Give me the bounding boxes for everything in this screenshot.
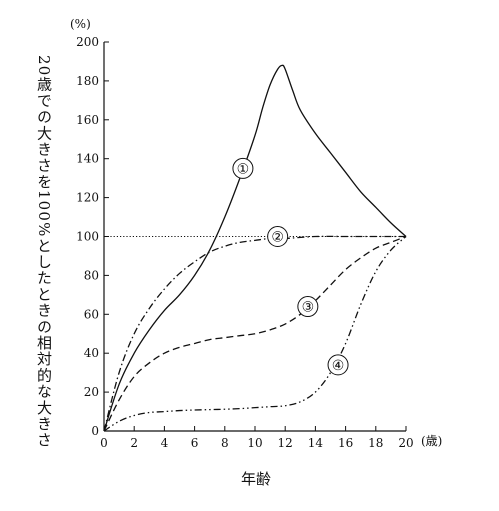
y-tick-label: 60 — [84, 307, 99, 321]
series-marker-circle-4 — [327, 354, 349, 376]
x-tick-label: 12 — [278, 436, 293, 450]
x-unit-label: (歳) — [421, 434, 442, 448]
x-tick-label: 14 — [308, 436, 324, 450]
series-marker-label-4: ④ — [332, 358, 345, 374]
x-tick-label: 6 — [191, 436, 199, 450]
y-tick-label: 160 — [76, 113, 99, 127]
y-tick-label: 0 — [91, 424, 99, 438]
x-tick-label: 8 — [221, 436, 229, 450]
y-tick-label: 20 — [84, 385, 99, 399]
series-marker-circle-2 — [267, 226, 289, 247]
x-tick-label: 0 — [100, 436, 108, 450]
x-axis-title: 年齢 — [241, 470, 271, 488]
y-tick-label: 180 — [76, 74, 99, 88]
y-unit-label: (%) — [70, 17, 91, 31]
x-tick-label: 20 — [398, 436, 413, 450]
x-tick-label: 2 — [130, 436, 138, 450]
x-tick-label: 4 — [161, 436, 169, 450]
series-markers: ① ② ③ ④ — [232, 157, 349, 376]
y-tick-label: 40 — [84, 346, 99, 360]
x-tick-label: 16 — [338, 436, 353, 450]
series-line-1 — [103, 64, 407, 432]
x-tick-label: 18 — [368, 436, 383, 450]
series-line-4 — [103, 236, 407, 432]
y-axis-title: 20歳での大きさを100%としたときの相対的な大きさ — [35, 55, 53, 448]
series-marker-label-1: ① — [237, 161, 250, 177]
y-tick-label: 80 — [84, 268, 99, 282]
series-group — [103, 64, 407, 432]
axes: 0 20 40 60 80 100 120 140 160 180 200 0 2 4 6 8 10 12 14 16… — [76, 35, 414, 450]
series-marker-circle-1 — [232, 157, 254, 179]
series-line-3 — [103, 235, 407, 432]
y-tick-label: 120 — [76, 191, 99, 205]
y-tick-label: 140 — [76, 152, 99, 166]
y-tick-label: 200 — [76, 35, 99, 49]
series-marker-label-3: ③ — [302, 300, 315, 316]
series-marker-circle-3 — [297, 296, 319, 318]
x-tick-label: 10 — [247, 436, 262, 450]
series-marker-label-2: ② — [271, 230, 284, 246]
y-tick-label: 100 — [76, 230, 99, 244]
